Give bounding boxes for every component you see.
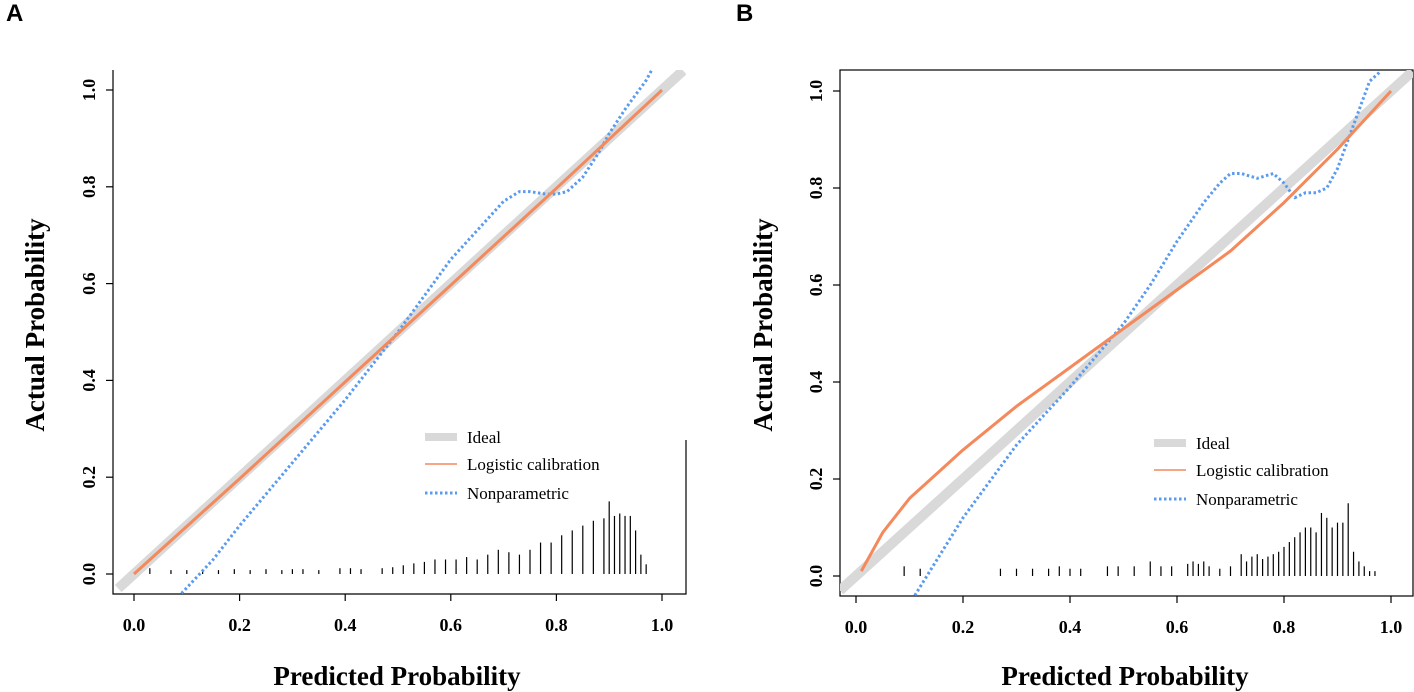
x-axis-title: Predicted Probability <box>1001 661 1249 691</box>
calibration-plot-a: 0.0 0.0 0.2 0.2 0.4 0.4 0.6 0.6 0.8 0.8 1.0 1.0 Pred… <box>20 70 687 691</box>
x-tick-label: 0.2 <box>952 617 975 637</box>
x-tick-label: 0.0 <box>845 617 868 637</box>
x-tick-label: 0.0 <box>123 615 146 635</box>
x-tick-label: 0.2 <box>228 615 251 635</box>
legend-label-nonparametric: Nonparametric <box>1196 490 1298 509</box>
panel-a: A 0.0 0.0 0.2 0.2 0.4 0.4 0.6 0.6 0.8 0.8 1.0 1.0 Pr… <box>6 0 687 691</box>
x-tick-label: 0.8 <box>1273 617 1296 637</box>
legend-label-nonparametric: Nonparametric <box>467 484 569 503</box>
x-tick-label: 0.6 <box>1166 617 1189 637</box>
ideal-line <box>840 70 1413 595</box>
y-tick-label: 0.0 <box>806 565 826 588</box>
logistic-calibration-line <box>859 89 1393 572</box>
y-axis-title: Actual Probability <box>748 218 778 432</box>
y-axis-title: Actual Probability <box>20 218 50 432</box>
x-tick-label: 0.6 <box>440 615 463 635</box>
y-tick-label: 0.6 <box>79 272 99 295</box>
panel-letter: B <box>736 0 754 27</box>
plot-area <box>114 70 686 594</box>
x-tick-label: 1.0 <box>651 615 674 635</box>
y-tick-label: 0.8 <box>806 177 826 200</box>
panel-b: B 0.0 0.0 0.2 0.2 0.4 0.4 0.6 0.6 0.8 0.8 1.0 1.0 Pr… <box>707 0 1414 692</box>
y-tick-label: 0.8 <box>79 176 99 199</box>
x-tick-label: 0.8 <box>545 615 568 635</box>
calibration-plot-b: 0.0 0.0 0.2 0.2 0.4 0.4 0.6 0.6 0.8 0.8 1.0 1.0 Pred… <box>748 69 1414 691</box>
y-tick-label: 0.4 <box>806 371 826 394</box>
nonparametric-line <box>913 70 1382 596</box>
x-tick-label: 0.4 <box>334 615 357 635</box>
y-tick-label: 0.2 <box>806 468 826 491</box>
legend-label-logistic: Logistic calibration <box>467 455 600 474</box>
logistic-calibration-line <box>132 88 664 576</box>
y-tick-label: 0.4 <box>79 369 99 392</box>
y-tick-label: 0.0 <box>79 563 99 586</box>
y-tick-label: 1.0 <box>806 80 826 103</box>
x-axis-title: Predicted Probability <box>273 661 521 691</box>
x-tick-label: 1.0 <box>1380 617 1403 637</box>
panel-letter: A <box>6 0 24 27</box>
x-tick-label: 0.4 <box>1059 617 1082 637</box>
y-tick-label: 0.6 <box>806 274 826 297</box>
plot-frame <box>112 70 687 595</box>
y-tick-label: 1.0 <box>79 79 99 102</box>
plot-frame <box>839 69 1414 597</box>
legend-label-ideal: Ideal <box>467 428 501 447</box>
plot-area <box>840 70 1413 596</box>
legend-label-logistic: Logistic calibration <box>1196 461 1329 480</box>
legend-label-ideal: Ideal <box>1196 434 1230 453</box>
nonparametric-line <box>180 70 653 594</box>
y-tick-label: 0.2 <box>79 466 99 489</box>
